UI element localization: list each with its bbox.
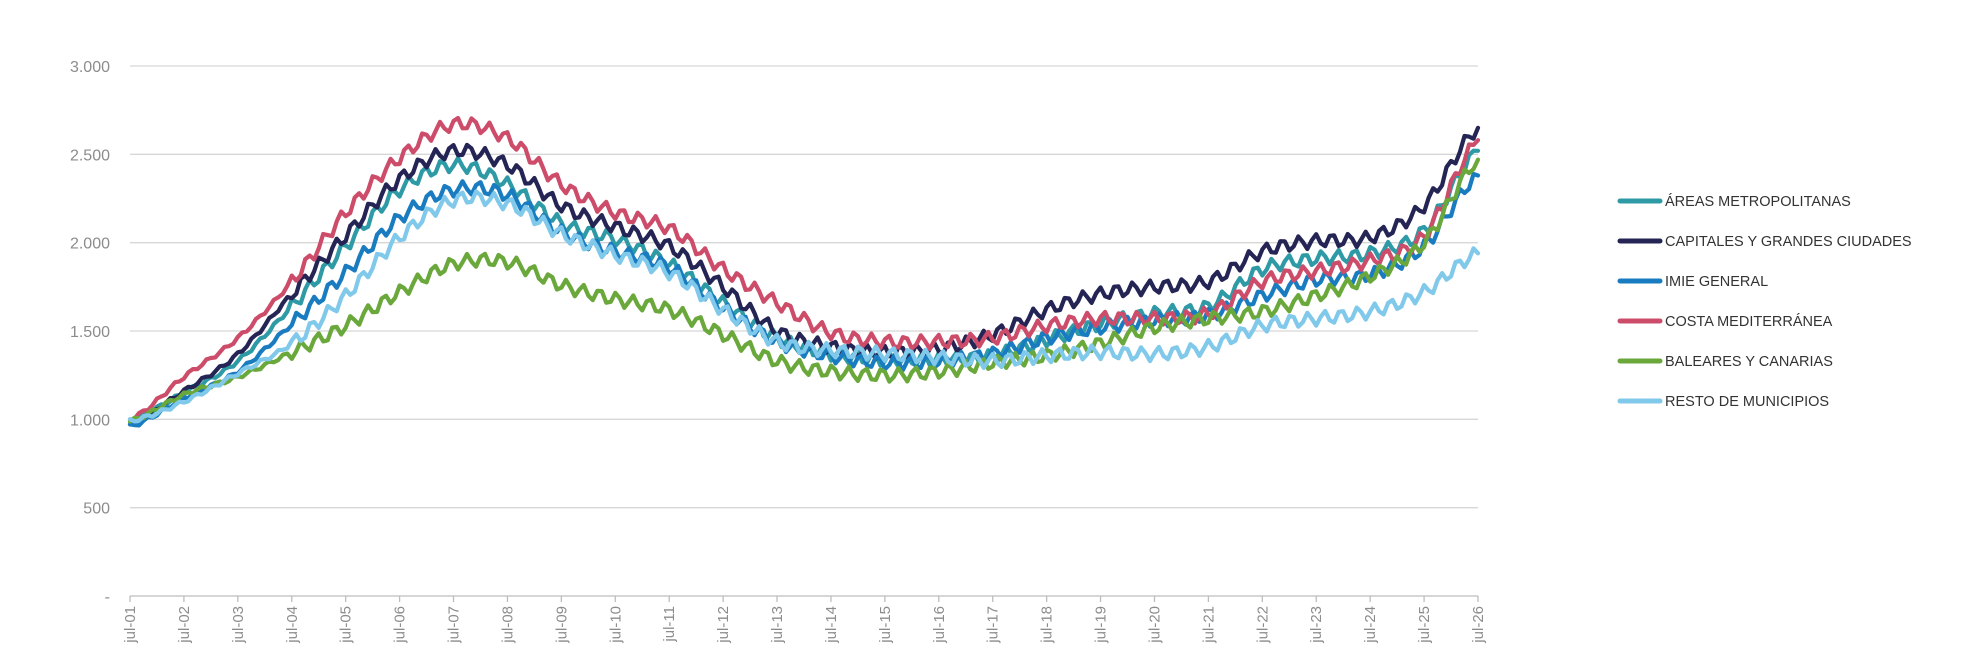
x-tick-label: jul-22 [1254,606,1271,644]
x-tick-label: jul-19 [1093,606,1110,644]
y-tick-label: 500 [83,501,110,518]
x-tick-label: jul-16 [931,606,948,644]
legend-label: CAPITALES Y GRANDES CIUDADES [1665,234,1912,250]
x-tick-label: jul-24 [1362,606,1379,644]
legend: ÁREAS METROPOLITANAS CAPITALES Y GRANDES … [1617,193,1912,410]
x-tick-label: jul-26 [1470,606,1487,644]
series-line-2 [127,125,1481,427]
x-tick-label: jul-03 [230,606,247,644]
x-tick-label: jul-25 [1416,606,1433,644]
y-tick-label: 1.500 [70,324,110,341]
legend-label: RESTO DE MUNICIPIOS [1665,394,1829,410]
y-tick-label: 1.000 [70,412,110,429]
x-tick-label: jul-01 [122,606,139,644]
x-tick-label: jul-18 [1039,606,1056,644]
x-tick-label: jul-04 [284,606,301,644]
x-tick-label: jul-06 [392,606,409,644]
x-tick-label: jul-02 [176,606,193,644]
x-tick-label: jul-08 [499,606,516,644]
x-tick-label: jul-07 [446,606,463,644]
x-tick-label: jul-13 [769,606,786,644]
x-tick-label: jul-15 [877,606,894,644]
x-tick-label: jul-23 [1308,606,1325,644]
series-line-6 [127,189,1481,424]
legend-label: ÁREAS METROPOLITANAS [1665,193,1851,210]
x-tick-label: jul-14 [823,606,840,644]
series-line-3 [127,171,1481,428]
y-axis-tick-labels: - 500 1.000 1.500 2.000 2.500 3.000 [70,59,110,606]
x-tick-label: jul-05 [338,606,355,644]
gridlines [130,65,1478,509]
legend-label: BALEARES Y CANARIAS [1665,354,1833,370]
x-tick-label: jul-17 [985,606,1002,644]
y-tick-label: 3.000 [70,59,110,76]
x-tick-label: jul-10 [607,606,624,644]
x-tick-label: jul-21 [1200,606,1217,644]
y-tick-label: 2.500 [70,147,110,164]
y-tick-label: 2.000 [70,236,110,253]
x-axis: jul-01 jul-02 jul-03 jul-04 jul-05 jul-06 jul-… [122,595,1487,644]
series-line-4 [127,115,1481,423]
y-tick-label: - [105,589,110,606]
x-tick-label: jul-20 [1146,606,1163,644]
x-tick-label: jul-11 [661,606,678,643]
series-lines [127,115,1481,428]
legend-label: COSTA MEDITERRÁNEA [1665,313,1833,330]
series-line-5 [127,157,1481,424]
x-tick-label: jul-12 [715,606,732,644]
x-tick-label: jul-09 [553,606,570,644]
legend-label: IMIE GENERAL [1665,274,1768,290]
